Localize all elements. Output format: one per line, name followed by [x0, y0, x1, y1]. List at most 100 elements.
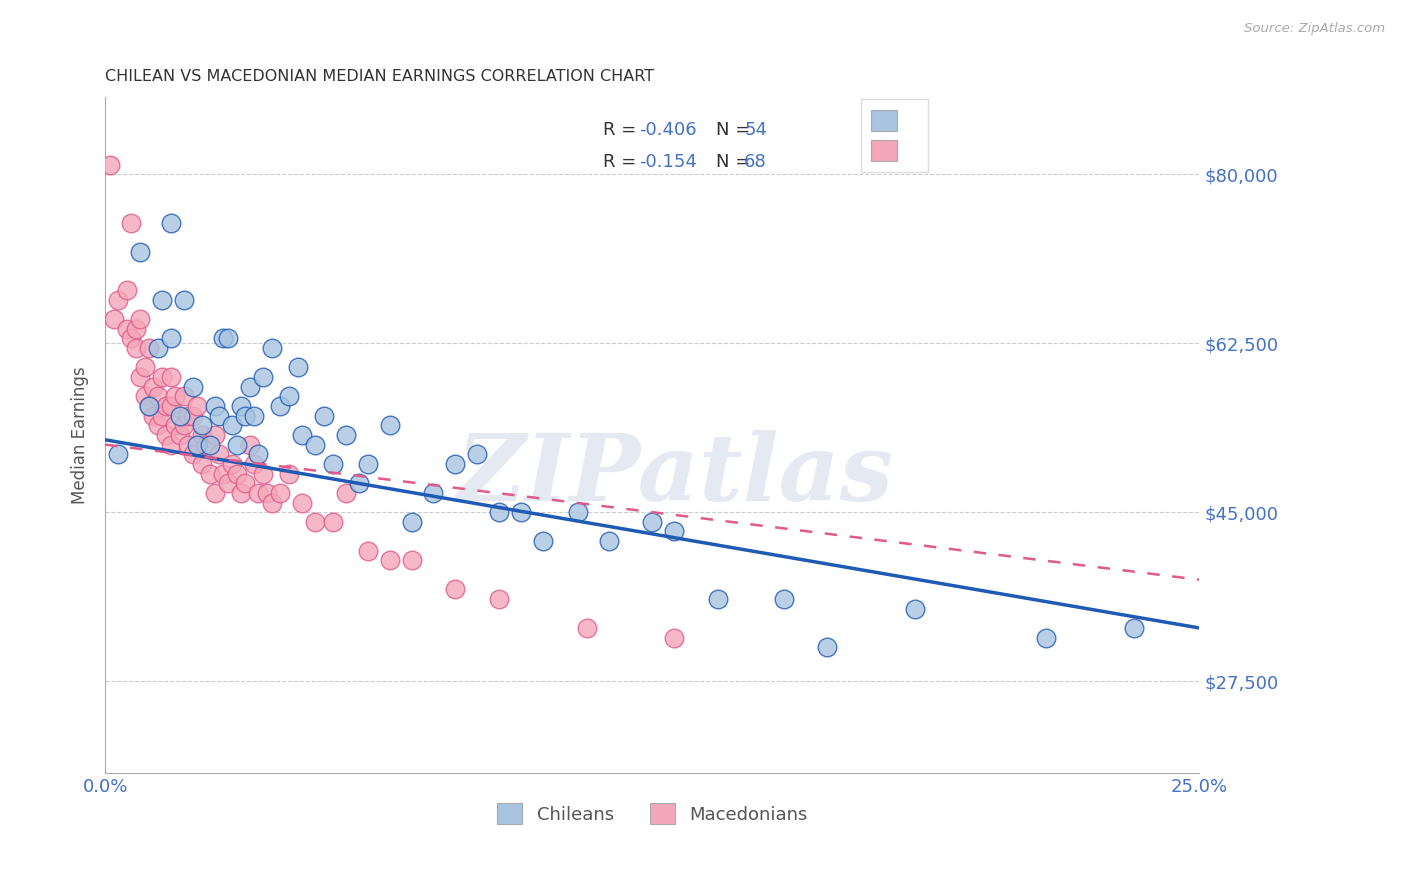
Point: [322, 457, 344, 471]
Point: [155, 399, 177, 413]
Point: [465, 447, 488, 461]
Point: [212, 331, 235, 345]
Point: [225, 467, 247, 481]
Point: [146, 418, 169, 433]
Point: [194, 437, 217, 451]
Point: [138, 399, 160, 413]
Point: [575, 621, 598, 635]
Point: [312, 409, 335, 423]
Point: [598, 534, 620, 549]
Point: [146, 389, 169, 403]
Point: [401, 553, 423, 567]
Text: R =: R =: [603, 121, 643, 139]
Point: [121, 331, 143, 345]
Point: [208, 409, 231, 423]
Point: [239, 437, 262, 451]
Point: [269, 399, 291, 413]
Point: [772, 592, 794, 607]
Point: [531, 534, 554, 549]
Text: 68: 68: [744, 153, 768, 170]
Point: [291, 495, 314, 509]
Point: [160, 331, 183, 345]
Point: [129, 244, 152, 259]
Point: [186, 399, 208, 413]
Point: [115, 283, 138, 297]
Point: [173, 293, 195, 307]
Point: [181, 447, 204, 461]
Point: [252, 370, 274, 384]
Point: [160, 370, 183, 384]
Point: [664, 631, 686, 645]
Point: [186, 437, 208, 451]
Point: [165, 418, 187, 433]
Point: [304, 515, 326, 529]
Point: [260, 495, 283, 509]
Point: [160, 399, 183, 413]
Point: [1035, 631, 1057, 645]
Point: [138, 399, 160, 413]
Point: [347, 476, 370, 491]
Text: -0.154: -0.154: [640, 153, 697, 170]
Point: [335, 428, 357, 442]
Point: [1122, 621, 1144, 635]
Point: [98, 158, 121, 172]
Point: [217, 331, 239, 345]
Point: [181, 380, 204, 394]
Point: [664, 524, 686, 539]
Point: [177, 437, 200, 451]
Point: [121, 216, 143, 230]
Point: [190, 457, 212, 471]
Point: [160, 437, 183, 451]
Point: [177, 409, 200, 423]
Point: [567, 505, 589, 519]
Point: [200, 467, 222, 481]
Point: [150, 293, 173, 307]
Point: [225, 437, 247, 451]
Point: [115, 322, 138, 336]
Text: N =: N =: [716, 153, 756, 170]
Point: [212, 467, 235, 481]
Point: [641, 515, 664, 529]
Point: [278, 467, 301, 481]
Point: [378, 553, 401, 567]
Point: [221, 418, 243, 433]
Point: [422, 486, 444, 500]
Text: Source: ZipAtlas.com: Source: ZipAtlas.com: [1244, 22, 1385, 36]
Point: [229, 399, 252, 413]
Point: [173, 418, 195, 433]
Text: R =: R =: [603, 153, 648, 170]
Point: [160, 216, 183, 230]
Point: [707, 592, 730, 607]
Point: [142, 409, 165, 423]
Point: [335, 486, 357, 500]
Point: [173, 389, 195, 403]
Point: [217, 476, 239, 491]
Point: [444, 582, 467, 597]
Point: [357, 457, 380, 471]
Point: [138, 341, 160, 355]
Point: [103, 312, 125, 326]
Point: [155, 428, 177, 442]
Point: [134, 360, 156, 375]
Point: [252, 467, 274, 481]
Point: [247, 486, 270, 500]
Point: [107, 447, 129, 461]
Point: [204, 399, 226, 413]
Text: CHILEAN VS MACEDONIAN MEDIAN EARNINGS CORRELATION CHART: CHILEAN VS MACEDONIAN MEDIAN EARNINGS CO…: [105, 69, 654, 84]
Point: [208, 447, 231, 461]
Point: [357, 543, 380, 558]
Point: [304, 437, 326, 451]
Text: ZIPatlas: ZIPatlas: [456, 431, 893, 521]
Point: [169, 409, 191, 423]
Legend: Chileans, Macedonians: Chileans, Macedonians: [489, 796, 815, 831]
Y-axis label: Median Earnings: Median Earnings: [72, 366, 89, 504]
Point: [401, 515, 423, 529]
Point: [904, 601, 927, 615]
Point: [269, 486, 291, 500]
Point: [129, 312, 152, 326]
Point: [134, 389, 156, 403]
Point: [378, 418, 401, 433]
Point: [129, 370, 152, 384]
Point: [146, 341, 169, 355]
Point: [204, 486, 226, 500]
